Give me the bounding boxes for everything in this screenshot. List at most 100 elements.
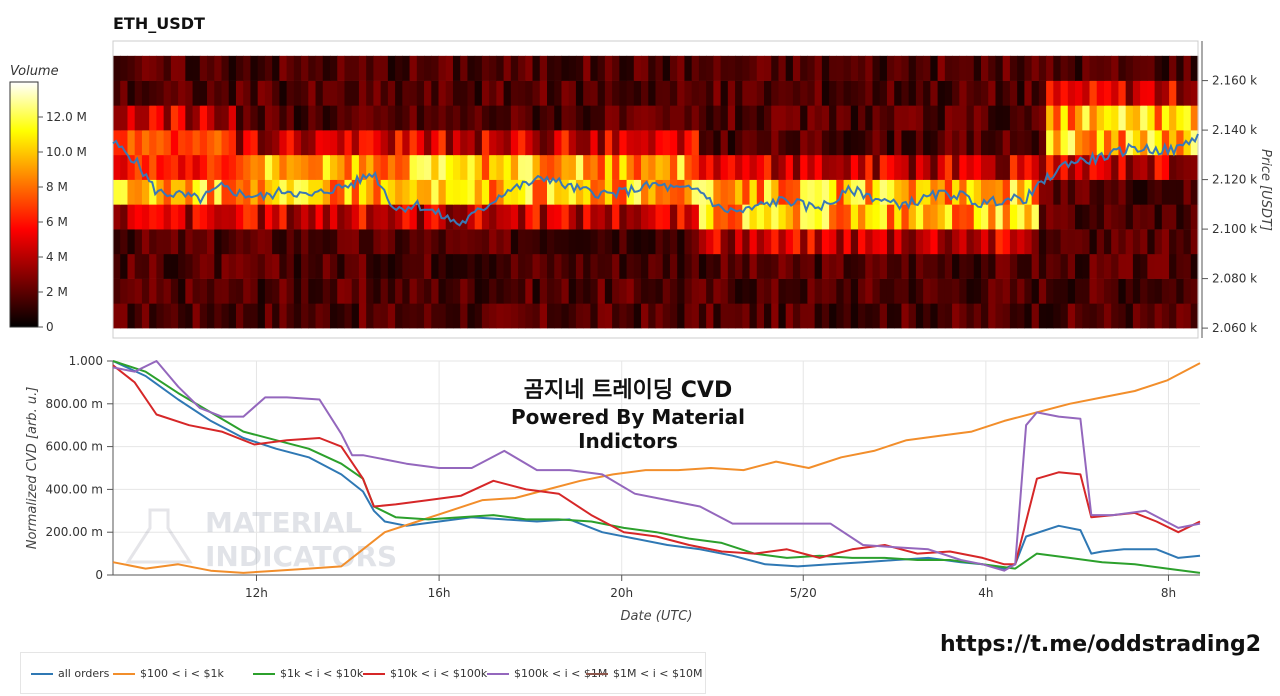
heatmap-cell xyxy=(641,253,649,279)
heatmap-cell xyxy=(865,105,874,131)
heatmap-cell xyxy=(829,55,837,81)
heatmap-cell xyxy=(633,229,642,255)
heatmap-cell xyxy=(402,130,411,156)
heatmap-cell xyxy=(561,229,570,255)
heatmap-cell xyxy=(901,105,910,131)
heatmap-cell xyxy=(604,105,613,131)
heatmap-cell xyxy=(395,105,403,131)
heatmap-cell xyxy=(293,130,302,156)
legend-item[interactable]: $10k < i < $100k xyxy=(363,667,487,680)
heatmap-cell xyxy=(930,130,939,156)
heatmap-cell xyxy=(1140,130,1148,156)
heatmap-cell xyxy=(1060,105,1069,131)
heatmap-cell xyxy=(568,55,577,81)
price-volume-heatmap: 2.060 k2.080 k2.100 k2.120 k2.140 k2.160… xyxy=(112,40,1273,339)
heatmap-cell xyxy=(373,278,382,304)
heatmap-cell xyxy=(619,303,628,329)
heatmap-cell xyxy=(221,253,230,279)
heatmap-cell xyxy=(1038,80,1047,106)
heatmap-cell xyxy=(727,80,736,106)
heatmap-cell xyxy=(1140,154,1148,180)
heatmap-cell xyxy=(669,105,678,131)
heatmap-cell xyxy=(250,303,259,329)
heatmap-cell xyxy=(836,105,845,131)
heatmap-cell xyxy=(257,204,266,230)
heatmap-cell xyxy=(199,55,208,81)
heatmap-cell xyxy=(214,204,223,230)
heatmap-cell xyxy=(677,253,686,279)
heatmap-cell xyxy=(1017,278,1025,304)
legend-item[interactable]: $1k < i < $10k xyxy=(253,667,363,680)
heatmap-cell xyxy=(604,154,613,180)
heatmap-cell xyxy=(988,303,997,329)
heatmap-cell xyxy=(424,130,432,156)
heatmap-cell xyxy=(1046,303,1054,329)
heatmap-cell xyxy=(792,105,801,131)
heatmap-cell xyxy=(1031,80,1040,106)
heatmap-cell xyxy=(742,303,751,329)
heatmap-cell xyxy=(973,105,982,131)
cvd-y-tick-label: 800.00 m xyxy=(46,397,104,411)
heatmap-cell xyxy=(1067,105,1076,131)
heatmap-cell xyxy=(1075,130,1083,156)
heatmap-cell xyxy=(467,55,476,81)
heatmap-cell xyxy=(836,253,845,279)
heatmap-cell xyxy=(901,278,910,304)
heatmap-cell xyxy=(503,80,512,106)
heatmap-cell xyxy=(1017,130,1025,156)
heatmap-cell xyxy=(843,105,852,131)
heatmap-cell xyxy=(1118,179,1127,205)
heatmap-cell xyxy=(952,130,960,156)
heatmap-cell xyxy=(952,303,960,329)
heatmap-cell xyxy=(192,80,201,106)
heatmap-cell xyxy=(894,179,903,205)
heatmap-cell xyxy=(901,55,910,81)
heatmap-cell xyxy=(134,179,143,205)
heatmap-cell xyxy=(156,179,165,205)
heatmap-cell xyxy=(1089,105,1098,131)
heatmap-cell xyxy=(351,55,360,81)
heatmap-cell xyxy=(1075,179,1083,205)
heatmap-cell xyxy=(264,130,273,156)
legend-label: $100 < i < $1k xyxy=(140,667,224,680)
heatmap-cell xyxy=(850,154,859,180)
heatmap-cell xyxy=(821,105,830,131)
telegram-link[interactable]: https://t.me/oddstrading2 xyxy=(940,632,1262,657)
legend-item[interactable]: $1M < i < $10M xyxy=(586,667,702,680)
heatmap-cell xyxy=(373,130,382,156)
heatmap-cell xyxy=(185,105,194,131)
heatmap-cell xyxy=(141,303,150,329)
heatmap-cell xyxy=(228,105,237,131)
heatmap-cell xyxy=(1053,229,1062,255)
heatmap-cell xyxy=(539,204,548,230)
legend-item[interactable]: all orders xyxy=(31,667,109,680)
heatmap-cell xyxy=(684,204,693,230)
heatmap-cell xyxy=(481,303,490,329)
heatmap-cell xyxy=(322,55,331,81)
legend-item[interactable]: $100k < i < $1M xyxy=(487,667,607,680)
heatmap-cell xyxy=(727,130,736,156)
heatmap-cell xyxy=(568,179,577,205)
heatmap-cell xyxy=(358,105,367,131)
heatmap-cell xyxy=(228,229,237,255)
heatmap-cell xyxy=(532,154,541,180)
heatmap-cell xyxy=(691,278,700,304)
heatmap-cell xyxy=(474,179,483,205)
heatmap-cell xyxy=(981,229,989,255)
heatmap-cell xyxy=(163,105,172,131)
heatmap-cell xyxy=(1038,154,1047,180)
heatmap-cell xyxy=(778,154,787,180)
heatmap-cell xyxy=(915,80,924,106)
heatmap-cell xyxy=(207,204,215,230)
heatmap-cell xyxy=(1031,303,1040,329)
heatmap-cell xyxy=(308,80,317,106)
heatmap-cell xyxy=(272,204,280,230)
heatmap-cell xyxy=(1031,179,1040,205)
heatmap-cell xyxy=(850,80,859,106)
heatmap-cell xyxy=(1169,303,1177,329)
heatmap-cell xyxy=(1190,204,1199,230)
legend-item[interactable]: $100 < i < $1k xyxy=(113,667,224,680)
heatmap-cell xyxy=(1111,105,1120,131)
heatmap-cell xyxy=(308,179,317,205)
heatmap-cell xyxy=(1183,55,1192,81)
